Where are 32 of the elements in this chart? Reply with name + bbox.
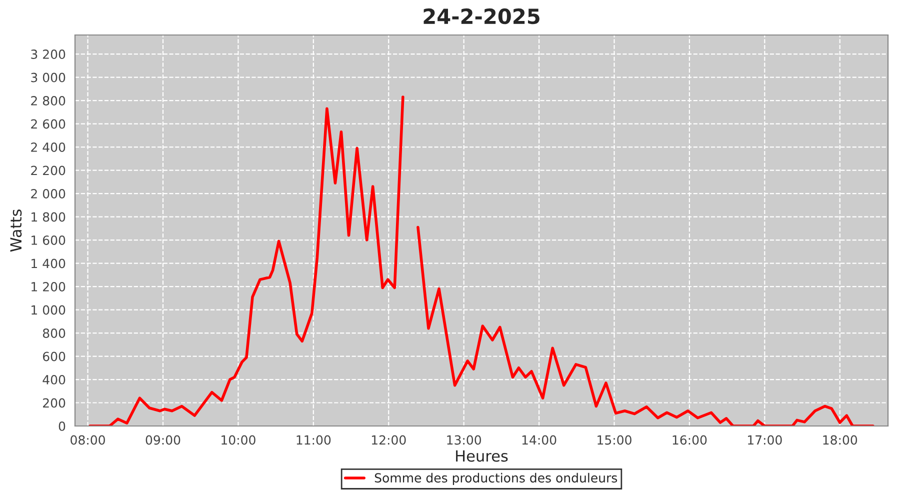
y-tick-label: 1 400 (32, 258, 66, 268)
y-tick-label: 200 (43, 398, 66, 408)
y-tick-label: 2 800 (31, 96, 66, 106)
y-tick-label: 3 000 (31, 72, 66, 82)
x-tick-label: 18:00 (823, 435, 858, 445)
y-tick-label: 2 600 (31, 119, 66, 129)
y-tick-label: 2 400 (31, 142, 66, 152)
x-tick-label: 16:00 (672, 435, 707, 445)
x-tick-label: 15:00 (598, 435, 632, 445)
chart-title: 24-2-2025 (424, 8, 540, 24)
x-tick-label: 08:00 (70, 435, 105, 445)
x-tick-label: 14:00 (522, 435, 556, 445)
y-tick-label: 1 600 (32, 236, 66, 245)
y-tick-label: 1 800 (32, 212, 66, 222)
x-tick-label: 10:00 (222, 435, 256, 445)
y-tick-label: 1 000 (32, 305, 66, 315)
y-tick-label: 1 200 (32, 282, 66, 292)
y-tick-label: 2 200 (31, 166, 66, 176)
y-tick-label: 0 (58, 421, 66, 431)
x-tick-label: 09:00 (146, 435, 180, 445)
x-tick-label: 17:00 (748, 435, 782, 445)
x-tick-label: 12:00 (372, 435, 406, 445)
x-tick-label: 11:00 (296, 435, 331, 445)
y-tick-label: 3 200 (31, 50, 66, 59)
x-tick-label: 13:00 (447, 435, 482, 445)
x-axis-title: Heures (456, 450, 508, 462)
y-tick-label: 2 000 (31, 189, 66, 198)
legend-label: Somme des productions des onduleurs (374, 472, 618, 485)
y-tick-label: 600 (42, 352, 66, 362)
y-axis-title: Watts (10, 210, 22, 252)
y-tick-label: 800 (42, 328, 66, 338)
y-tick-label: 400 (42, 374, 66, 384)
